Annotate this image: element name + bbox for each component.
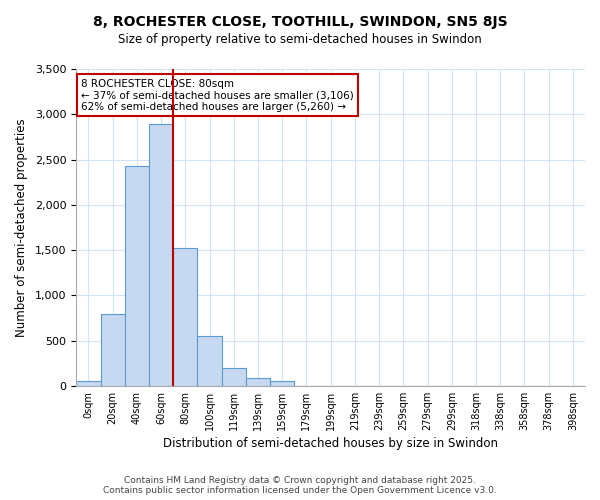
Bar	[221, 368, 246, 386]
Bar	[270, 382, 295, 386]
Y-axis label: Number of semi-detached properties: Number of semi-detached properties	[15, 118, 28, 336]
Bar	[76, 382, 101, 386]
Bar	[101, 314, 125, 386]
Bar	[246, 378, 270, 386]
Bar	[197, 336, 221, 386]
Bar	[173, 248, 197, 386]
Text: 8 ROCHESTER CLOSE: 80sqm
← 37% of semi-detached houses are smaller (3,106)
62% o: 8 ROCHESTER CLOSE: 80sqm ← 37% of semi-d…	[82, 78, 354, 112]
Text: 8, ROCHESTER CLOSE, TOOTHILL, SWINDON, SN5 8JS: 8, ROCHESTER CLOSE, TOOTHILL, SWINDON, S…	[92, 15, 508, 29]
Text: Contains HM Land Registry data © Crown copyright and database right 2025.
Contai: Contains HM Land Registry data © Crown c…	[103, 476, 497, 495]
Bar	[149, 124, 173, 386]
Bar	[125, 166, 149, 386]
X-axis label: Distribution of semi-detached houses by size in Swindon: Distribution of semi-detached houses by …	[163, 437, 498, 450]
Text: Size of property relative to semi-detached houses in Swindon: Size of property relative to semi-detach…	[118, 32, 482, 46]
